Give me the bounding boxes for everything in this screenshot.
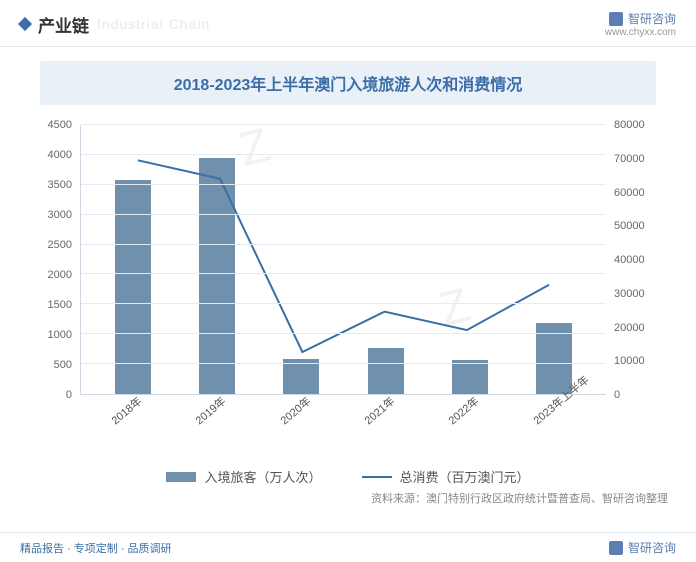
gridline (81, 303, 606, 304)
y-right-tick: 40000 (614, 254, 645, 266)
y-axis-right: 0100002000030000400005000060000700008000… (608, 125, 666, 395)
gridline (81, 154, 606, 155)
brand-url: www.chyxx.com (605, 27, 676, 38)
y-right-tick: 70000 (614, 153, 645, 165)
plot-area (80, 125, 606, 395)
y-right-tick: 0 (614, 389, 620, 401)
y-axis-left: 050010001500200025003000350040004500 (30, 125, 78, 395)
y-left-tick: 0 (66, 389, 72, 401)
y-left-tick: 1500 (48, 299, 72, 311)
x-label: 2022年 (445, 393, 514, 466)
y-left-tick: 3000 (48, 209, 72, 221)
x-label: 2021年 (361, 393, 430, 466)
gridline (81, 124, 606, 125)
y-right-tick: 30000 (614, 288, 645, 300)
y-right-tick: 50000 (614, 220, 645, 232)
y-left-tick: 3500 (48, 179, 72, 191)
y-right-tick: 10000 (614, 355, 645, 367)
gridline (81, 244, 606, 245)
header-title: 产业链 (38, 12, 89, 37)
y-left-tick: 1000 (48, 329, 72, 341)
x-label: 2023年上半年 (529, 393, 598, 466)
legend-bar-label: 入境旅客（万人次） (204, 467, 321, 486)
footer-left: 精品报告 · 专项定制 · 品质调研 (20, 540, 172, 556)
y-right-tick: 80000 (614, 119, 645, 131)
y-left-tick: 2500 (48, 239, 72, 251)
brand-name: 智研咨询 (628, 10, 676, 27)
line-series (138, 160, 549, 352)
y-left-tick: 4500 (48, 119, 72, 131)
chart-title: 2018-2023年上半年澳门入境旅游人次和消费情况 (40, 61, 656, 105)
header-subtitle-ghost: Industrial Chain (97, 16, 210, 32)
legend-line-swatch (362, 476, 392, 478)
brand-logo-icon (609, 12, 623, 26)
y-left-tick: 500 (54, 359, 72, 371)
footer-logo-icon (609, 541, 623, 555)
footer-brand: 智研咨询 (609, 539, 676, 556)
y-left-tick: 2000 (48, 269, 72, 281)
legend-item-line: 总消费（百万澳门元） (362, 467, 530, 486)
gridline (81, 184, 606, 185)
page-header: 产业链 Industrial Chain 智研咨询 www.chyxx.com (0, 0, 696, 47)
chart-area: 0 500 1000 1500 2000 2500 3000 3500 4000 4500 0 10… (30, 115, 666, 465)
x-label: 2018年 (108, 393, 177, 466)
legend-bar-swatch (166, 472, 196, 482)
gridline (81, 333, 606, 334)
legend-line-label: 总消费（百万澳门元） (400, 467, 530, 486)
gridline (81, 214, 606, 215)
legend-item-bar: 入境旅客（万人次） (166, 467, 321, 486)
x-axis-labels: 2018年2019年2020年2021年2022年2023年上半年 (80, 400, 606, 465)
legend: 入境旅客（万人次） 总消费（百万澳门元） (0, 467, 696, 486)
header-left: 产业链 Industrial Chain (20, 12, 210, 37)
source-text: 资料来源：澳门特别行政区政府统计暨普查局、智研咨询整理 (0, 486, 696, 506)
x-label: 2019年 (192, 393, 261, 466)
brand-top: 智研咨询 (609, 10, 676, 27)
brand-block: 智研咨询 www.chyxx.com (605, 10, 676, 38)
x-label: 2020年 (276, 393, 345, 466)
line-overlay (81, 125, 606, 394)
y-left-tick: 4000 (48, 149, 72, 161)
y-right-tick: 60000 (614, 187, 645, 199)
footer-brand-name: 智研咨询 (628, 539, 676, 556)
gridline (81, 273, 606, 274)
page-footer: 精品报告 · 专项定制 · 品质调研 智研咨询 (0, 532, 696, 562)
gridline (81, 363, 606, 364)
diamond-icon (18, 17, 32, 31)
y-right-tick: 20000 (614, 322, 645, 334)
